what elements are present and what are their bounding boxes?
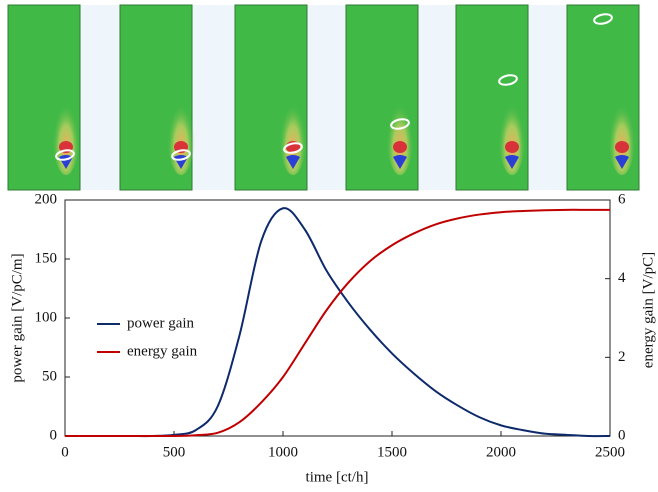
y2-tick-label: 0 [618, 427, 626, 443]
legend-label: power gain [127, 315, 195, 331]
snapshot-panel [567, 5, 639, 190]
y-tick-label: 200 [35, 191, 58, 207]
x-tick-label: 2000 [486, 444, 516, 460]
x-axis-label: time [ct/h] [306, 469, 369, 485]
x-tick-label: 0 [61, 444, 69, 460]
y2-tick-label: 2 [618, 349, 626, 365]
x-tick-label: 1500 [377, 444, 407, 460]
y-tick-label: 50 [42, 368, 57, 384]
snapshot-panel [120, 5, 195, 190]
y2-axis-label: energy gain [V/pC] [640, 252, 656, 368]
y2-tick-label: 6 [618, 191, 626, 207]
y-tick-label: 0 [50, 427, 58, 443]
snapshot-panel [456, 5, 528, 190]
red-bunch [615, 141, 629, 153]
y2-tick-label: 4 [618, 270, 626, 286]
snapshot-panel [235, 5, 307, 190]
figure: time [ct/h] power gain [V/pC/m] energy g… [0, 0, 658, 492]
y-tick-label: 100 [35, 309, 58, 325]
red-bunch [505, 141, 519, 153]
simulation-snapshots [8, 5, 639, 190]
snapshot-panel [8, 5, 80, 190]
x-tick-label: 2500 [595, 444, 625, 460]
y-tick-label: 150 [35, 250, 58, 266]
x-tick-label: 1000 [268, 444, 298, 460]
x-tick-label: 500 [163, 444, 186, 460]
red-bunch [393, 141, 407, 153]
y-axis-label: power gain [V/pC/m] [9, 253, 25, 382]
legend-label: energy gain [127, 343, 198, 359]
snapshot-panel [346, 5, 418, 190]
